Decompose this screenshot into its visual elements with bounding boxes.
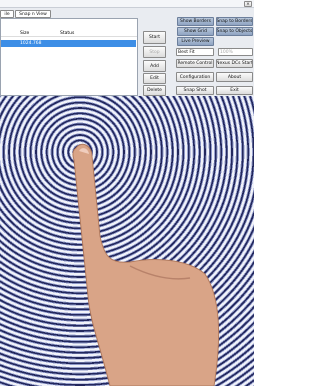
toggle[interactable]: Live Preview [177,37,214,46]
toggle[interactable]: Show Borders [177,17,214,26]
button[interactable]: Edit [143,73,166,84]
toggle[interactable]: Snap to Borders [216,17,253,26]
column-header: Size [20,31,29,36]
button[interactable]: Nexus DCs Start [216,59,253,68]
dropdown[interactable]: Best Fit [176,48,214,56]
button[interactable]: Delete [143,85,166,96]
hand-shape [73,144,219,386]
tab[interactable]: Snap n View [15,10,51,18]
column-header: Status [60,31,74,36]
button[interactable]: Configuration [176,72,214,82]
button[interactable]: Stop [143,46,166,58]
button[interactable]: Remote Control [176,59,214,68]
toggle[interactable]: Snap to Objects [216,27,253,36]
button[interactable]: About [216,72,253,82]
tab[interactable]: ile [0,10,14,18]
button[interactable]: Start [143,31,166,44]
toggle[interactable]: Show Grid [177,27,214,36]
close-button[interactable]: × [244,1,252,7]
hand [0,96,254,386]
title-bar [0,0,254,8]
dropdown[interactable]: 100% [218,48,253,56]
cell: 1024.768 [20,41,41,46]
screen: × ile Snap n View Size Status 1024.768 S… [0,0,254,386]
button[interactable]: Add [143,60,166,72]
button[interactable]: Exit [216,86,253,95]
button[interactable]: Snap Shot [176,86,214,95]
